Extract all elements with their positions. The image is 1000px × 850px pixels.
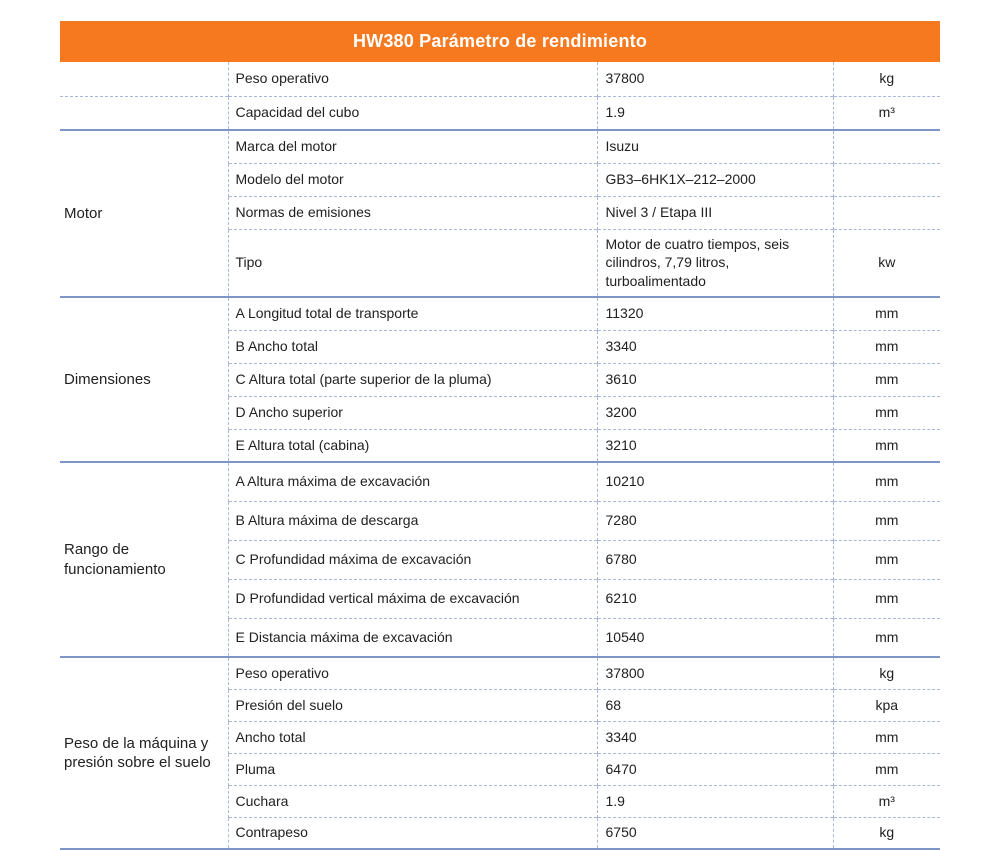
parameter-name: B Altura máxima de descarga	[227, 500, 597, 541]
parameter-name: Capacidad del cubo	[227, 95, 597, 130]
parameter-value: 6470	[596, 752, 833, 786]
table-row: Dimensiones A Longitud total de transport…	[60, 296, 940, 463]
parameter-value: Isuzu	[596, 129, 833, 163]
parameter-unit	[832, 129, 940, 163]
parameter-value: 1.9	[596, 95, 833, 130]
parameter-name: Pluma	[227, 752, 597, 786]
parameter-name: Cuchara	[227, 784, 597, 818]
parameter-value: 10210	[596, 461, 833, 502]
parameter-name: A Altura máxima de excavación	[227, 461, 597, 502]
parameter-unit: kpa	[832, 688, 940, 722]
parameter-value: Motor de cuatro tiempos, seis cilindros,…	[596, 228, 833, 298]
parameter-value: 6210	[596, 578, 833, 619]
parameter-unit: kg	[832, 656, 940, 690]
spec-table: Peso operativo 37800 kg Capacidad del cubo 1…	[60, 62, 940, 850]
spec-table-body: Peso operativo 37800 kg Capacidad del cubo 1…	[60, 62, 940, 850]
parameter-name: Peso operativo	[227, 62, 597, 96]
table-row: C Profundidad máxima de excavación 6780 mm	[60, 539, 940, 580]
parameter-unit	[832, 195, 940, 229]
table-row: D Ancho superior 3200 mm	[60, 395, 940, 430]
parameter-value: 37800	[596, 62, 833, 96]
table-row: Cuchara 1.9 m³	[60, 784, 940, 818]
table-row: Tipo Motor de cuatro tiempos, seis cilind…	[60, 228, 940, 298]
table-row: B Ancho total 3340 mm	[60, 329, 940, 364]
parameter-unit: m³	[832, 95, 940, 130]
parameter-value: 3340	[596, 720, 833, 754]
parameter-value: 3200	[596, 395, 833, 430]
parameter-name: Presión del suelo	[227, 688, 597, 722]
table-row: Ancho total 3340 mm	[60, 720, 940, 754]
section-label: Peso de la máquina y presión sobre el su…	[60, 656, 228, 850]
table-row: Peso operativo 37800 kg	[60, 62, 940, 96]
parameter-unit: mm	[832, 296, 940, 331]
parameter-name: Marca del motor	[227, 129, 597, 163]
parameter-value: GB3–6HK1X–212–2000	[596, 162, 833, 196]
table-row: Modelo del motor GB3–6HK1X–212–2000	[60, 162, 940, 196]
parameter-unit: mm	[832, 500, 940, 541]
parameter-name: E Distancia máxima de excavación	[227, 617, 597, 658]
parameter-name: Ancho total	[227, 720, 597, 754]
parameter-unit: mm	[832, 428, 940, 463]
table-row: Presión del suelo 68 kpa	[60, 688, 940, 722]
parameter-value: 6780	[596, 539, 833, 580]
section-label: Dimensiones	[60, 296, 228, 463]
parameter-unit: m³	[832, 784, 940, 818]
table-row: Capacidad del cubo 1.9 m³	[60, 95, 940, 130]
parameter-value: 10540	[596, 617, 833, 658]
table-row: B Altura máxima de descarga 7280 mm	[60, 500, 940, 541]
parameter-name: C Altura total (parte superior de la plu…	[227, 362, 597, 397]
parameter-name: B Ancho total	[227, 329, 597, 364]
parameter-unit: mm	[832, 395, 940, 430]
parameter-name: D Ancho superior	[227, 395, 597, 430]
table-row: Contrapeso 6750 kg	[60, 816, 940, 850]
parameter-value: 3340	[596, 329, 833, 364]
page-title: HW380 Parámetro de rendimiento	[352, 31, 648, 51]
parameter-value: 6750	[596, 816, 833, 850]
section-label-empty	[60, 95, 228, 130]
parameter-value: 68	[596, 688, 833, 722]
parameter-name: A Longitud total de transporte	[227, 296, 597, 331]
table-row: D Profundidad vertical máxima de excavac…	[60, 578, 940, 619]
parameter-unit: kw	[832, 228, 940, 298]
parameter-unit: mm	[832, 539, 940, 580]
parameter-value: 11320	[596, 296, 833, 331]
table-row: C Altura total (parte superior de la plu…	[60, 362, 940, 397]
table-row: Peso de la máquina y presión sobre el su…	[60, 656, 940, 850]
parameter-name: Contrapeso	[227, 816, 597, 850]
parameter-name: Modelo del motor	[227, 162, 597, 196]
parameter-name: Normas de emisiones	[227, 195, 597, 229]
parameter-unit: mm	[832, 362, 940, 397]
table-title-bar: HW380 Parámetro de rendimiento	[60, 21, 940, 62]
section-label: Motor	[60, 128, 228, 298]
parameter-unit: mm	[832, 578, 940, 619]
parameter-name: Tipo	[227, 228, 597, 298]
parameter-unit	[832, 162, 940, 196]
parameter-value: 7280	[596, 500, 833, 541]
parameter-unit: kg	[832, 62, 940, 96]
parameter-name: E Altura total (cabina)	[227, 428, 597, 463]
parameter-value: 37800	[596, 656, 833, 690]
parameter-value: 1.9	[596, 784, 833, 818]
parameter-unit: mm	[832, 461, 940, 502]
parameter-unit: mm	[832, 752, 940, 786]
section-label: Rango de funcionamiento	[60, 461, 228, 658]
parameter-value: 3610	[596, 362, 833, 397]
section-label-empty	[60, 62, 228, 96]
table-row: Normas de emisiones Nivel 3 / Etapa III	[60, 195, 940, 229]
table-row: E Altura total (cabina) 3210 mm	[60, 428, 940, 463]
parameter-value: 3210	[596, 428, 833, 463]
parameter-name: D Profundidad vertical máxima de excavac…	[227, 578, 597, 619]
table-row: E Distancia máxima de excavación 10540 mm	[60, 617, 940, 658]
parameter-unit: mm	[832, 617, 940, 658]
table-row: Pluma 6470 mm	[60, 752, 940, 786]
parameter-name: C Profundidad máxima de excavación	[227, 539, 597, 580]
parameter-unit: mm	[832, 329, 940, 364]
table-row: Rango de funcionamiento A Altura máxima d…	[60, 461, 940, 658]
parameter-value: Nivel 3 / Etapa III	[596, 195, 833, 229]
table-row: Motor Marca del motor Isuzu	[60, 128, 940, 298]
parameter-name: Peso operativo	[227, 656, 597, 690]
parameter-unit: kg	[832, 816, 940, 850]
parameter-unit: mm	[832, 720, 940, 754]
